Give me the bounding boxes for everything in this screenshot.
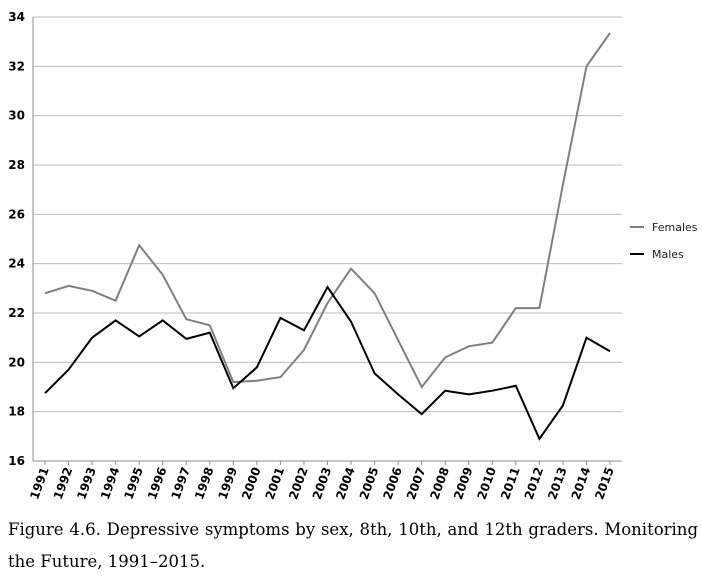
- x-tick-label: 2010: [475, 465, 500, 501]
- x-tick-label: 1999: [216, 465, 241, 501]
- x-tick-label: 2001: [263, 465, 288, 501]
- series-lines: [44, 32, 611, 441]
- x-tick-label: 1994: [98, 465, 123, 501]
- gridlines: [33, 16, 622, 413]
- legend-label-males: Males: [652, 248, 684, 261]
- legend-label-females: Females: [652, 221, 698, 234]
- x-tick-label: 1996: [145, 465, 170, 501]
- x-tick-label: 1998: [192, 465, 217, 501]
- series-line-females: [44, 32, 611, 389]
- y-tick-label: 16: [8, 454, 25, 468]
- x-tick-label: 2009: [451, 465, 476, 501]
- x-tick-label: 1995: [121, 465, 146, 501]
- y-tick-label: 28: [8, 158, 25, 172]
- legend: Females Males: [630, 221, 698, 261]
- y-tick-label: 32: [8, 59, 25, 73]
- x-tick-label: 1992: [51, 465, 76, 501]
- x-tick-label: 2013: [545, 465, 570, 501]
- series-line-males: [44, 285, 611, 441]
- x-tick-label: 2008: [427, 465, 452, 501]
- x-tick-label: 2004: [333, 465, 358, 501]
- y-tick-label: 30: [8, 109, 25, 123]
- x-tick-label: 2000: [239, 465, 264, 501]
- y-tick-label: 18: [8, 405, 25, 419]
- figure-caption: Figure 4.6. Depressive symptoms by sex, …: [8, 520, 698, 571]
- x-tick-label: 2015: [592, 465, 617, 501]
- x-tick-label: 2007: [404, 465, 429, 501]
- x-tick-label: 2003: [310, 465, 335, 501]
- x-tick-label: 2011: [498, 465, 523, 501]
- line-chart: 16 18 20 22 24 26 28 30 32 34 19911992199319941995…: [8, 10, 698, 501]
- x-tick-label: 2014: [569, 465, 594, 501]
- y-tick-label: 24: [8, 257, 25, 271]
- x-tick-label: 1991: [27, 465, 52, 501]
- y-tick-label: 22: [8, 306, 25, 320]
- x-tick-label: 1993: [74, 465, 99, 501]
- x-tick-label: 1997: [168, 465, 193, 501]
- y-tick-label: 34: [8, 10, 25, 24]
- x-tick-label: 2006: [380, 465, 405, 501]
- axes: 16 18 20 22 24 26 28 30 32 34 19911992199319941995…: [8, 10, 622, 501]
- y-tick-label: 20: [8, 355, 25, 369]
- x-tick-label: 2012: [522, 465, 547, 501]
- x-tick-label: 2002: [286, 465, 311, 501]
- y-tick-label: 26: [8, 207, 25, 221]
- x-tick-label: 2005: [357, 465, 382, 501]
